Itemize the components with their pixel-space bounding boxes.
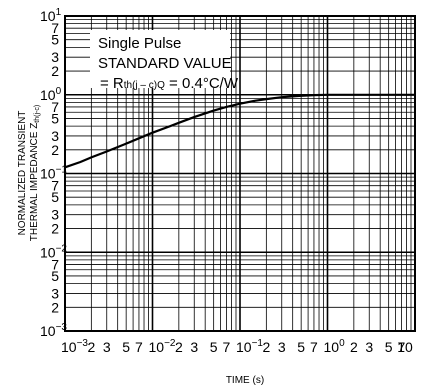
annotation-standard-value: STANDARD VALUE [98,55,232,72]
y-tick-label-minor: 3 [51,49,59,65]
annotation-box [90,30,230,88]
y-axis-label-main: THERMAL IMPEDANCE Z [29,123,40,242]
y-tick-base: 10 [40,8,56,24]
x-tick-label-minor: 2 [262,339,270,355]
x-tick-labels: 10−3 10−2 10−1 100 102 3 5 7 2 3 5 7 2 3 5 7 2 3 5 7 [61,338,413,355]
x-tick-exponent: −2 [164,338,176,349]
annotation-rth-prefix: = R [100,75,124,92]
y-tick-base: 10 [40,323,56,339]
x-tick-base: 10 [149,339,165,355]
y-tick-exponent: 1 [56,7,62,18]
x-axis-label: TIME (s) [226,375,264,386]
y-tick-label-minor: 7 [51,178,59,194]
y-tick-label-minor: 5 [51,110,59,126]
x-tick-label-minor: 5 [385,339,393,355]
x-tick-base: 10 [324,339,340,355]
plot-frame [64,15,416,332]
y-tick-base: 10 [40,87,56,103]
x-tick-exponent: −3 [77,338,89,349]
x-tick-label-minor: 7 [135,339,143,355]
y-axis-label-line2: THERMAL IMPEDANCE Zth(j-c) [29,105,41,241]
y-axis-label-group: NORMALIZED TRANSIENT THERMAL IMPEDANCE Z… [17,105,41,241]
y-tick-exponent: −1 [56,165,68,176]
y-tick-label-minor: 5 [51,32,59,48]
x-tick-label-minor: 7 [310,339,318,355]
y-tick-label-minor: 2 [51,299,59,315]
y-tick-label-major: 10−2 [40,243,67,260]
x-tick-base: 10 [61,339,77,355]
annotation-single-pulse: Single Pulse [98,35,181,52]
y-tick-label-minor: 7 [51,256,59,272]
x-tick-label-minor: 3 [365,339,373,355]
y-tick-label-minor: 5 [51,268,59,284]
x-tick-label-minor: 5 [210,339,218,355]
y-tick-label-minor: 5 [51,189,59,205]
y-tick-base: 10 [40,244,56,260]
x-tick-label-minor: 5 [122,339,130,355]
y-tick-label-major: 10−3 [40,322,67,339]
y-tick-label-minor: 7 [51,99,59,115]
x-tick-exponent: 0 [339,338,345,349]
thermal-impedance-curve [64,93,415,169]
x-tick-label-minor: 3 [103,339,111,355]
y-tick-label-minor: 2 [51,63,59,79]
x-tick-label-major: 100 [324,338,346,355]
y-tick-exponent: −3 [56,322,68,333]
y-tick-label-minor: 2 [51,142,59,158]
x-tick-label-minor: 5 [297,339,305,355]
x-tick-label-minor: 7 [398,339,406,355]
y-tick-label-minor: 2 [51,221,59,237]
x-tick-label-major: 10−2 [149,338,176,355]
x-tick-exponent: −1 [252,338,264,349]
y-tick-base: 10 [40,166,56,182]
annotation-rth-suffix: = 0.4°C/W [165,75,239,92]
x-tick-label-minor: 7 [223,339,231,355]
x-tick-label-minor: 3 [278,339,286,355]
y-axis-label-sub: th(j-c) [34,105,41,123]
annotation-rth-sub: th(j – c)Q [124,80,165,91]
y-tick-label-major: 101 [40,7,62,24]
x-tick-label-major: 10−3 [61,338,88,355]
x-tick-label-minor: 2 [350,339,358,355]
y-tick-exponent: 0 [56,86,62,97]
y-tick-label-minor: 3 [51,285,59,301]
annotation-rth-value: = Rth(j – c)Q = 0.4°C/W [100,75,239,92]
y-tick-label-major: 10−1 [40,165,67,182]
x-tick-base: 10 [236,339,252,355]
y-tick-exponent: −2 [56,243,68,254]
y-axis-label-line1: NORMALIZED TRANSIENT [17,111,28,236]
y-tick-label-major: 100 [40,86,62,103]
y-tick-label-minor: 3 [51,128,59,144]
x-tick-base: 10 [397,339,413,355]
curve-layer [64,93,415,169]
x-tick-label-major: 10−1 [236,338,263,355]
x-tick-label-minor: 3 [190,339,198,355]
x-tick-label-minor: 2 [87,339,95,355]
y-tick-label-minor: 7 [51,20,59,36]
x-tick-label-minor: 2 [175,339,183,355]
x-tick-label-major: 10 [397,339,413,355]
y-tick-label-minor: 3 [51,207,59,223]
